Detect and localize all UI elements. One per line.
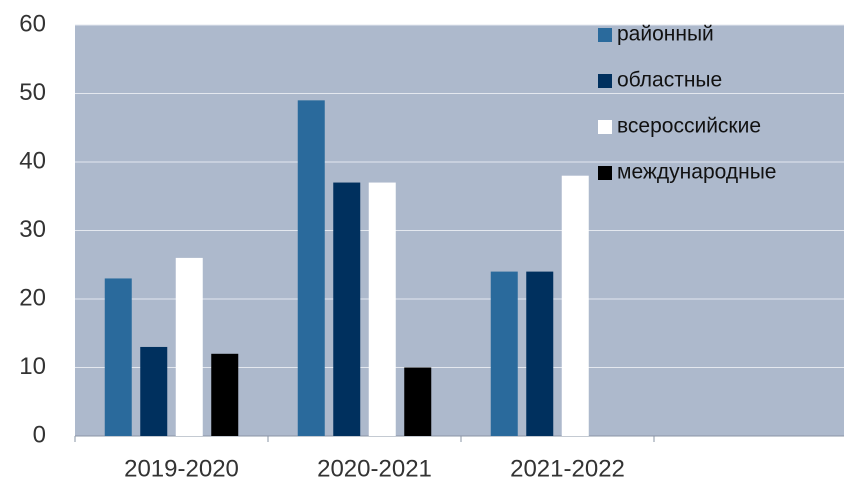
bar (333, 182, 361, 436)
bar (211, 353, 239, 436)
bar (368, 182, 396, 436)
bar (140, 346, 168, 436)
x-tick-label: 2021-2022 (510, 455, 625, 482)
legend-swatch (598, 28, 612, 42)
legend-label: всероссийские (617, 115, 761, 138)
legend-swatch (598, 74, 612, 88)
legend-label: международные (617, 161, 776, 184)
bar (297, 100, 325, 436)
y-tick-label: 0 (33, 421, 46, 448)
y-tick-label: 60 (19, 10, 46, 37)
legend-swatch (598, 166, 612, 180)
legend-label: областные (617, 69, 722, 92)
bar (561, 175, 589, 436)
y-tick-label: 40 (19, 147, 46, 174)
bar (490, 271, 518, 436)
x-tick-label: 2020-2021 (317, 455, 432, 482)
x-tick-label: 2019-2020 (124, 455, 239, 482)
legend-label: районный (617, 23, 714, 46)
bar (175, 257, 203, 436)
bar (526, 271, 554, 436)
y-tick-label: 10 (19, 353, 46, 380)
y-tick-label: 30 (19, 216, 46, 243)
bar (104, 278, 132, 436)
y-tick-label: 20 (19, 284, 46, 311)
bar (404, 367, 432, 436)
legend-swatch (598, 120, 612, 134)
y-tick-label: 50 (19, 79, 46, 106)
